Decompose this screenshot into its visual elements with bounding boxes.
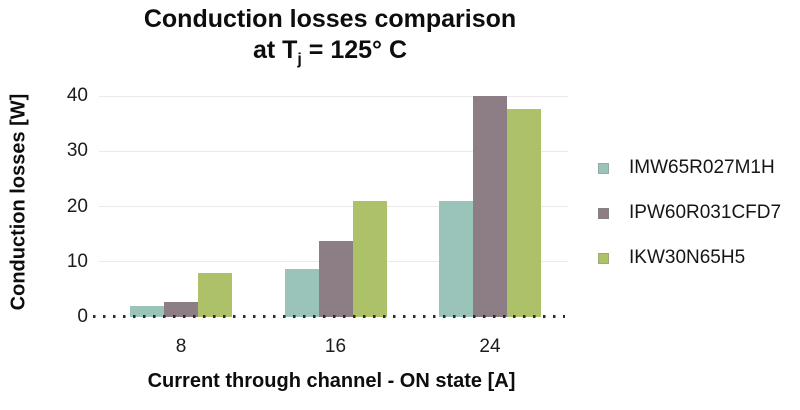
gridline-40: [99, 95, 568, 97]
bar-IMW65R027M1H-16: [284, 268, 319, 317]
y-tick-0: 0: [77, 306, 88, 327]
chart-title: Conduction losses comparison at Tj = 125…: [0, 4, 660, 75]
bar-IPW60R031CFD7-8: [164, 301, 198, 317]
y-tick-20: 20: [66, 195, 88, 217]
legend-label: IMW65R027M1H: [629, 157, 775, 178]
legend-label: IKW30N65H5: [629, 247, 746, 268]
x-tick-24: 24: [479, 336, 501, 357]
legend-label: IPW60R031CFD7: [629, 202, 782, 223]
gridline-30: [99, 150, 568, 152]
x-tick-8: 8: [175, 336, 187, 357]
legend-item-IMW65R027M1H: IMW65R027M1H: [598, 157, 775, 179]
zero-baseline: [93, 315, 565, 318]
bar-IKW30N65H5-16: [352, 200, 387, 317]
legend-item-IKW30N65H5: IKW30N65H5: [598, 247, 745, 269]
bar-IPW60R031CFD7-16: [318, 240, 353, 317]
x-tick-16: 16: [324, 336, 347, 357]
y-axis-label: Conduction losses [W]: [7, 93, 30, 311]
y-tick-40: 40: [66, 85, 88, 106]
gridline-20: [99, 206, 568, 207]
y-tick-10: 10: [66, 250, 88, 272]
bar-IPW60R031CFD7-24: [473, 96, 507, 317]
x-axis-label: Current through channel - ON state [A]: [147, 370, 516, 392]
chart-title-line1: Conduction losses comparison: [143, 5, 517, 33]
bar-IMW65R027M1H-8: [130, 305, 164, 317]
plot-area: [93, 95, 568, 318]
legend-item-IPW60R031CFD7: IPW60R031CFD7: [598, 202, 781, 224]
legend-swatch-icon: [598, 207, 609, 219]
legend-swatch-icon: [598, 162, 609, 174]
y-tick-30: 30: [66, 140, 88, 162]
legend-swatch-icon: [598, 252, 609, 264]
bar-IKW30N65H5-8: [198, 272, 232, 317]
chart-title-line2: at Tj = 125° C: [252, 36, 408, 68]
bar-IKW30N65H5-24: [507, 109, 541, 317]
bar-IMW65R027M1H-24: [439, 200, 473, 317]
